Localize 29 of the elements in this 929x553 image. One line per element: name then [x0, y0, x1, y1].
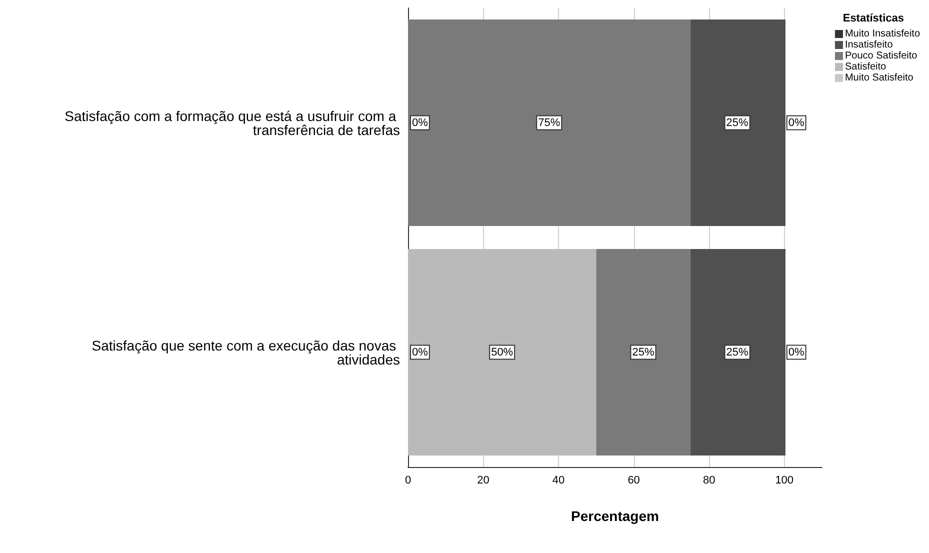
data-label: 25% — [632, 346, 654, 358]
bar — [596, 248, 690, 456]
legend-label: Insatisfeito — [844, 40, 894, 50]
x-tick-label: 20 — [477, 474, 490, 486]
x-tick-label: 100 — [775, 474, 794, 486]
data-label: 25% — [726, 346, 749, 358]
legend-label: Pouco Satisfeito — [844, 50, 918, 62]
bar — [408, 19, 690, 226]
legend-label: Satisfeito — [844, 62, 887, 72]
bar — [690, 248, 784, 456]
y-tick-label: Satisfação que sente com a execução das novas atividades — [92, 337, 400, 368]
x-tick-label: 0 — [404, 474, 412, 486]
data-label: 50% — [491, 346, 514, 358]
data-label: 25% — [726, 116, 749, 129]
data-label: 75% — [538, 116, 560, 129]
bar — [690, 19, 784, 226]
data-label: 0% — [412, 346, 428, 358]
data-label: 0% — [412, 116, 428, 129]
x-tick-label: 80 — [702, 474, 716, 486]
x-axis-title: Percentagem — [571, 508, 659, 524]
legend-label: Muito Insatisfeito — [844, 28, 920, 40]
data-label: 0% — [788, 116, 804, 129]
x-tick-label: 40 — [552, 474, 565, 486]
y-tick-label: Satisfação com a formação que está a usufruir com a transferência de tarefas — [64, 108, 400, 138]
bar — [408, 248, 596, 456]
legend-title: Estatísticas — [842, 12, 904, 24]
x-tick-label: 60 — [628, 474, 640, 486]
legend-label: Muito Satisfeito — [844, 72, 914, 84]
data-label: 0% — [788, 346, 804, 358]
